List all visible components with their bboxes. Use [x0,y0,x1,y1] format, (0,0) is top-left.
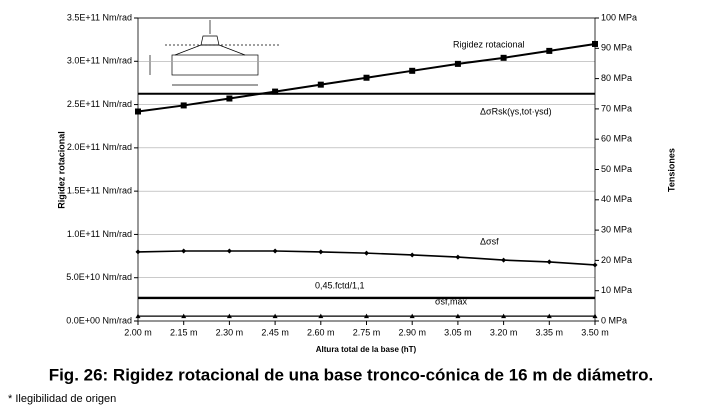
y2-tick-label: 40 MPa [601,194,632,204]
y2-tick-label: 30 MPa [601,224,632,234]
marker [592,313,598,319]
marker [501,257,507,263]
x-tick-label: 2.75 m [353,327,381,337]
marker [409,252,415,258]
marker [135,249,141,255]
x-tick-label: 2.60 m [307,327,335,337]
x-tick-label: 2.30 m [216,327,244,337]
y-axis-title: Rigidez rotacional [56,131,66,209]
y-tick-label: 1.0E+11 Nm/rad [67,229,132,239]
series-label: σsf,max [435,296,468,306]
marker [546,259,552,265]
marker [226,95,233,102]
marker [272,248,278,254]
series-label: Δσsf [480,236,499,246]
marker [226,313,232,319]
marker [592,262,598,268]
marker [272,313,278,319]
y2-tick-label: 70 MPa [601,103,632,113]
x-tick-label: 2.45 m [261,327,289,337]
marker [546,47,553,54]
marker [318,313,324,319]
footnote: * Ilegibilidad de origen [8,393,116,405]
marker [180,102,187,109]
marker [317,81,324,88]
marker [592,40,598,47]
marker [135,108,141,115]
x-tick-label: 3.05 m [444,327,472,337]
y2-tick-label: 100 MPa [601,12,637,22]
y2-tick-label: 20 MPa [601,255,632,265]
plot-frame [137,17,596,322]
y2-tick-label: 10 MPa [601,285,632,295]
marker [409,67,416,74]
y2-tick-label: 90 MPa [601,43,632,53]
x-tick-label: 2.00 m [124,327,152,337]
y-tick-label: 3.5E+11 Nm/rad [67,12,132,22]
series-label: 0,45.fctd/1,1 [315,280,365,290]
marker [364,250,369,256]
x-tick-label: 2.90 m [398,327,426,337]
y-tick-label: 0.0E+00 Nm/rad [66,315,132,325]
x-tick-label: 3.20 m [490,327,518,337]
x-tick-label: 3.50 m [581,327,609,337]
y-tick-label: 2.0E+11 Nm/rad [67,142,132,152]
series-label: ΔσRsk(γs,tot·γsd) [480,106,552,116]
x-axis-title: Altura total de la base (hT) [316,345,417,354]
inset-sketch [149,20,285,87]
marker [455,313,461,319]
marker [135,313,141,319]
y-tick-label: 5.0E+10 Nm/rad [66,272,132,282]
y-tick-label: 1.5E+11 Nm/rad [67,186,132,196]
x-tick-label: 3.35 m [536,327,564,337]
y-tick-label: 3.0E+11 Nm/rad [67,56,132,66]
marker [546,313,552,319]
y2-tick-label: 60 MPa [601,134,632,144]
marker [455,254,461,260]
marker [226,248,232,254]
marker [318,249,324,255]
marker [409,313,415,319]
marker [272,88,279,95]
marker [500,54,507,61]
marker [454,60,461,67]
y2-tick-label: 0 MPa [601,315,627,325]
y2-tick-label: 50 MPa [601,164,632,174]
x-tick-label: 2.15 m [170,327,198,337]
series-label: Rigidez rotacional [453,39,525,49]
caption: Fig. 26: Rigidez rotacional de una base … [49,365,654,384]
marker [181,248,187,254]
y2-tick-label: 80 MPa [601,73,632,83]
y-tick-label: 2.5E+11 Nm/rad [67,99,132,109]
marker [181,313,187,319]
marker [363,74,370,81]
y2-axis-title: Tensiones [666,148,676,192]
marker [501,313,507,319]
marker [364,313,369,319]
